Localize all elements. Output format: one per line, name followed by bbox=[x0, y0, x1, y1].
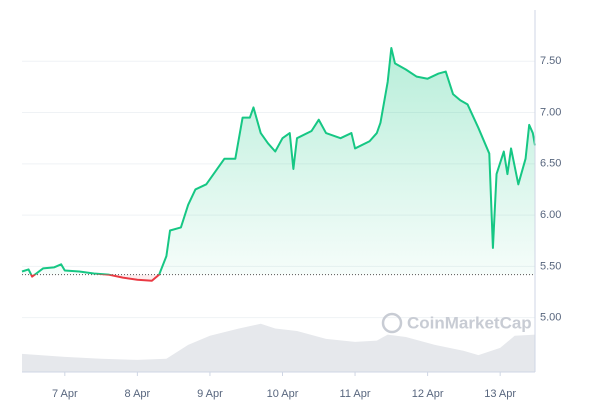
watermark-logo bbox=[381, 312, 403, 334]
watermark-text: CoinMarketCap bbox=[407, 313, 532, 332]
price-line bbox=[21, 46, 536, 282]
price-area bbox=[22, 47, 535, 281]
volume-area bbox=[22, 323, 535, 372]
x-tick-label: 8 Apr bbox=[125, 388, 151, 400]
y-tick-label: 5.50 bbox=[540, 260, 561, 272]
y-tick-label: 7.00 bbox=[540, 106, 561, 118]
x-tick-label: 7 Apr bbox=[52, 388, 78, 400]
watermark: CoinMarketCap bbox=[381, 312, 532, 334]
y-tick-label: 5.00 bbox=[540, 312, 561, 324]
y-tick-label: 6.50 bbox=[540, 158, 561, 170]
y-tick-label: 6.00 bbox=[540, 209, 561, 221]
x-tick-label: 9 Apr bbox=[197, 388, 223, 400]
x-tick-label: 10 Apr bbox=[267, 388, 299, 400]
x-tick-label: 12 Apr bbox=[412, 388, 444, 400]
x-tick-label: 13 Apr bbox=[484, 388, 516, 400]
y-tick-label: 7.50 bbox=[540, 55, 561, 67]
x-tick-label: 11 Apr bbox=[340, 388, 371, 400]
